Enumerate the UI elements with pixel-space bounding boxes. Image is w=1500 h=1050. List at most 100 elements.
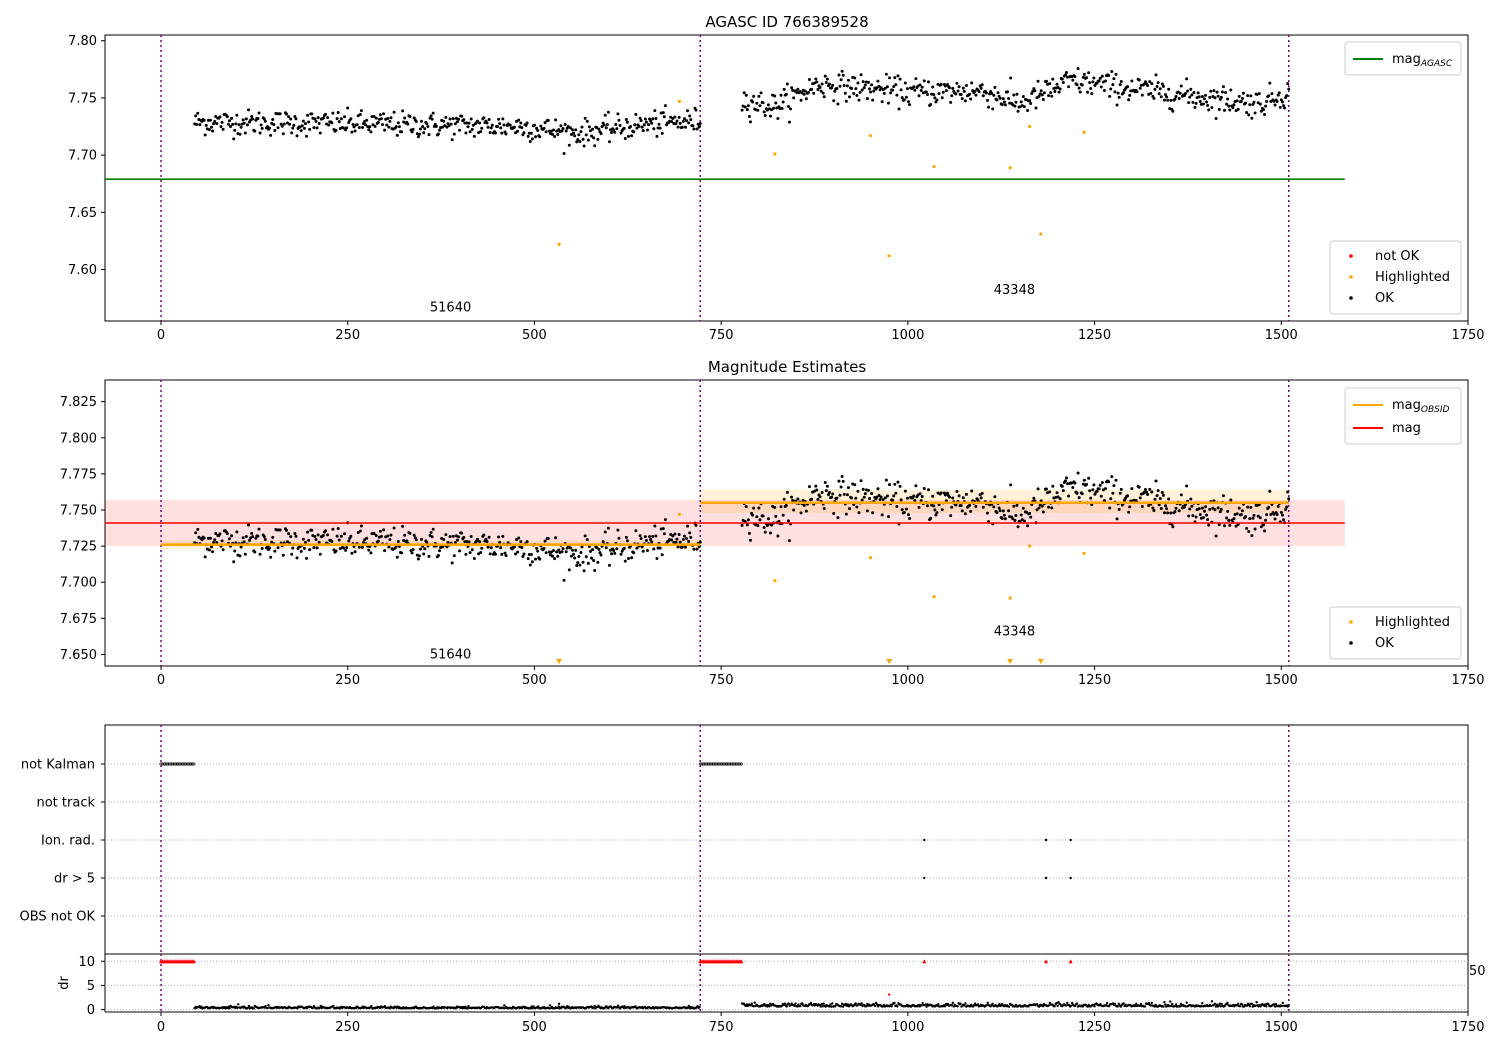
estimates-ok-point <box>227 537 231 541</box>
estimates-ok-point <box>246 523 250 527</box>
dr-point <box>1170 1002 1174 1006</box>
flag-row-label: not Kalman <box>21 758 95 773</box>
dr-point <box>1174 1003 1178 1006</box>
dr-point <box>821 1005 824 1008</box>
dr-point <box>1170 1004 1173 1008</box>
dr-x-tick-label: 1250 <box>1078 1020 1111 1035</box>
estimates-y-tick-label: 7.775 <box>60 467 97 482</box>
estimates-x-tick-label: 1500 <box>1265 673 1298 688</box>
agasc-ok-point <box>740 108 744 112</box>
agasc-ok-point <box>883 86 887 90</box>
agasc-ok-point <box>1034 106 1038 110</box>
estimates-ok-point <box>1029 515 1033 519</box>
agasc-ok-point <box>458 128 462 132</box>
estimates-ok-point <box>485 540 489 544</box>
agasc-ok-point <box>678 121 682 125</box>
flag-point <box>731 762 735 766</box>
dr-point <box>1122 1002 1125 1005</box>
estimates-ok-point <box>787 539 791 543</box>
agasc-ok-point <box>349 117 353 121</box>
estimates-ok-point <box>992 505 996 509</box>
dr-point <box>1226 1001 1229 1005</box>
agasc-ok-point <box>1207 108 1211 112</box>
agasc-ok-point <box>204 123 208 127</box>
estimates-ok-point <box>997 506 1001 510</box>
agasc-ok-point <box>974 93 978 97</box>
estimates-ok-point <box>998 509 1002 513</box>
agasc-ok-point <box>780 107 784 111</box>
agasc-ok-point <box>607 140 611 144</box>
flag-point <box>164 762 168 766</box>
agasc-ok-point <box>1202 97 1206 101</box>
agasc-ok-point <box>593 144 597 148</box>
estimates-ok-point <box>400 551 404 555</box>
estimates-ok-point <box>460 531 464 535</box>
agasc-ok-point <box>239 125 243 129</box>
flag-row-label: dr > 5 <box>54 872 95 887</box>
agasc-point-legend-swatch <box>1349 254 1353 258</box>
agasc-ok-point <box>1250 116 1254 120</box>
estimates-y-tick-label: 7.675 <box>60 612 97 627</box>
agasc-ok-point <box>695 127 699 131</box>
estimates-ok-point <box>1258 516 1262 520</box>
estimates-ok-point <box>677 533 681 537</box>
offscale-marker <box>886 659 893 664</box>
agasc-ok-point <box>478 121 482 125</box>
agasc-ok-point <box>312 126 316 130</box>
agasc-ok-point <box>1166 98 1170 102</box>
estimates-ok-point <box>615 547 619 551</box>
estimates-ok-point <box>318 552 322 556</box>
agasc-ok-point <box>1201 102 1205 106</box>
agasc-ok-point <box>1221 85 1225 89</box>
agasc-ok-point <box>321 116 325 120</box>
agasc-ok-point <box>888 76 892 80</box>
estimates-ok-point <box>536 549 540 553</box>
estimates-ok-point <box>317 540 321 544</box>
estimates-ok-point <box>414 538 418 542</box>
agasc-ok-point <box>401 109 405 113</box>
estimates-ok-point <box>837 479 841 483</box>
dr-point <box>1245 1004 1249 1007</box>
estimates-ok-point <box>1244 515 1248 519</box>
agasc-ok-point <box>339 117 343 121</box>
agasc-ok-point <box>985 98 989 102</box>
dr-point <box>860 1002 863 1005</box>
agasc-ok-point <box>583 116 587 120</box>
agasc-ok-point <box>603 113 607 117</box>
estimates-ok-point <box>262 535 266 539</box>
agasc-ok-point <box>824 81 828 85</box>
agasc-ok-point <box>1028 99 1032 103</box>
agasc-ok-point <box>820 82 824 86</box>
agasc-ok-point <box>1135 90 1139 94</box>
agasc-ok-point <box>560 129 564 133</box>
estimates-ok-point <box>1160 490 1164 494</box>
agasc-ok-point <box>1225 102 1229 106</box>
agasc-ok-point <box>639 119 643 123</box>
agasc-ok-point <box>1239 99 1243 103</box>
dr-point <box>1163 1001 1166 1004</box>
estimates-ok-point <box>948 495 952 499</box>
dr-x-tick-label: 0 <box>157 1020 165 1035</box>
estimates-ok-point <box>675 537 679 541</box>
estimates-ok-point <box>1067 494 1071 498</box>
agasc-point-legend-label: OK <box>1375 291 1394 306</box>
estimates-ok-point <box>412 533 416 537</box>
agasc-ok-point <box>1061 81 1065 85</box>
flag-point <box>723 762 727 766</box>
estimates-ok-point <box>290 552 294 556</box>
flag-point <box>733 762 737 766</box>
agasc-x-tick-label: 0 <box>157 328 165 343</box>
estimates-x-tick-label: 0 <box>157 673 165 688</box>
estimates-ok-point <box>613 551 617 555</box>
offscale-marker <box>1037 659 1044 664</box>
agasc-ok-point <box>747 114 751 118</box>
agasc-ok-point <box>1128 93 1132 97</box>
agasc-ok-point <box>821 91 825 95</box>
dr-point <box>1149 1004 1153 1007</box>
estimates-ok-point <box>1080 492 1084 496</box>
agasc-ok-point <box>998 96 1002 100</box>
estimates-ok-point <box>1227 518 1231 522</box>
estimates-ok-point <box>598 551 602 555</box>
estimates-ok-point <box>903 489 907 493</box>
agasc-ok-point <box>980 83 984 87</box>
